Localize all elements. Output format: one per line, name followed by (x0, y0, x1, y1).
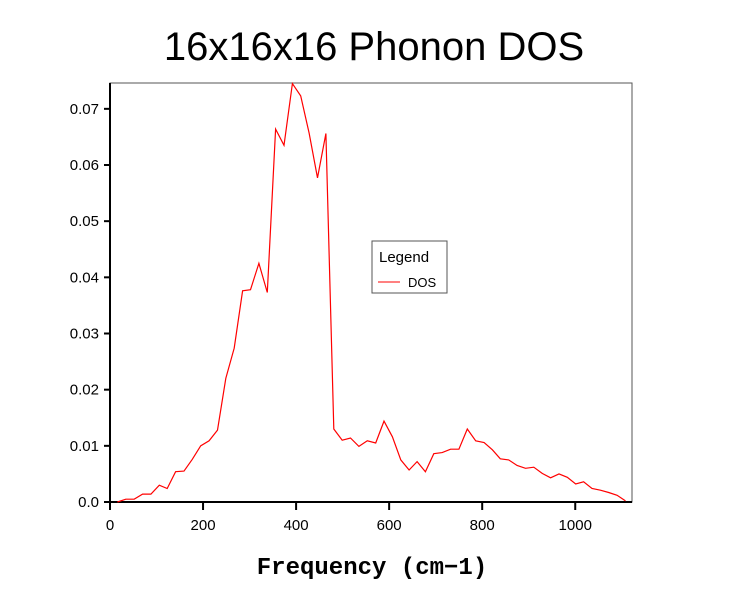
x-tick-label: 1000 (559, 517, 592, 534)
series-group (117, 81, 626, 503)
legend-title: Legend (379, 249, 429, 266)
y-tick-label: 0.03 (70, 326, 99, 343)
y-tick-label: 0.06 (70, 157, 99, 174)
x-tick-label: 600 (377, 517, 402, 534)
x-axis-label: Frequency (cm−1) (257, 555, 487, 582)
x-tick-label: 400 (284, 517, 309, 534)
legend: Legend DOS (371, 240, 448, 294)
x-tick-label: 800 (470, 517, 495, 534)
y-tick-label: 0.07 (70, 101, 99, 118)
y-tick-label: 0.02 (70, 382, 99, 399)
x-tick-label: 0 (106, 517, 114, 534)
y-tick-label: 0.01 (70, 438, 99, 455)
y-tick-label: 0.05 (70, 213, 99, 230)
y-axis: 0.0 0.01 0.02 0.03 0.04 0.05 0.06 0.07 (70, 83, 111, 511)
legend-label-dos: DOS (408, 275, 437, 290)
series-line-dos (117, 81, 626, 503)
legend-box (371, 240, 448, 294)
chart-title: 16x16x16 Phonon DOS (164, 25, 584, 69)
x-axis: 0 200 400 600 800 1000 (106, 501, 632, 534)
plot-frame (109, 82, 633, 503)
y-tick-label: 0.0 (78, 494, 99, 511)
x-tick-label: 200 (191, 517, 216, 534)
y-tick-label: 0.04 (70, 269, 99, 286)
